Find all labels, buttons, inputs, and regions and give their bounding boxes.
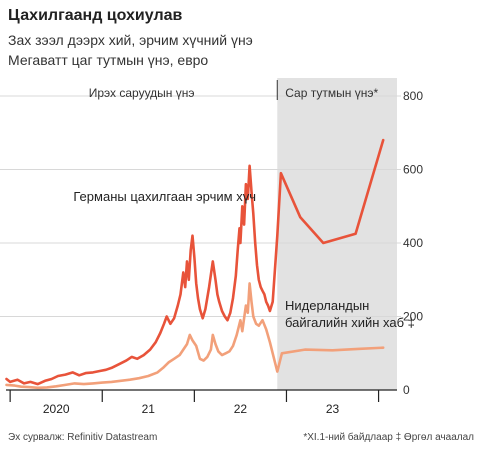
region-label-monthly: Сар тутмын үнэ*: [285, 86, 378, 100]
source-note: Эх сурвалж: Refinitiv Datastream: [8, 432, 158, 443]
gridlines: [0, 95, 401, 317]
chart-units-label: Мегаватт цаг тутмын үнэ, евро: [8, 52, 209, 68]
chart-subtitle: Зах зээл дээрх хий, эрчим хүчний үнэ: [8, 32, 253, 48]
x-tick-label: 22: [234, 402, 248, 416]
y-tick-label: 400: [403, 236, 423, 250]
series-labels: Германы цахилгаан эрчим хүч Нидерландын ба…: [73, 189, 415, 330]
y-tick-label: 600: [403, 163, 423, 177]
forward-prices-shaded-region: [277, 78, 397, 390]
y-tick-label: 200: [403, 310, 423, 324]
y-axis-tick-labels: 0 200 400 600 800: [403, 89, 423, 397]
x-tick-label: 23: [326, 402, 340, 416]
footnote: *XI.1-ний байдлаар ‡ Өргөл ачаалал: [303, 432, 474, 443]
electricity-series-label: Германы цахилгаан эрчим хүч: [73, 189, 256, 204]
gas-series-label: Нидерландын байгалийн хийн хаб ‡: [285, 298, 415, 330]
electricity-series-line: [5, 138, 385, 386]
line-chart: 0 200 400 600 800 Ирэх саруудын үнэ Сар тутм…: [0, 78, 423, 416]
y-tick-label: 0: [403, 383, 410, 397]
x-axis-tick-labels: 2020 21 22 23: [43, 402, 340, 416]
series-lines: [5, 138, 385, 390]
chart-title: Цахилгаанд цохиулав: [8, 7, 183, 24]
x-axis-ticks: [9, 390, 380, 402]
x-tick-label: 2020: [43, 402, 70, 416]
x-tick-label: 21: [142, 402, 156, 416]
region-label-daily: Ирэх саруудын үнэ: [89, 86, 195, 100]
y-tick-label: 800: [403, 89, 423, 103]
gas-series-line: [5, 282, 385, 390]
